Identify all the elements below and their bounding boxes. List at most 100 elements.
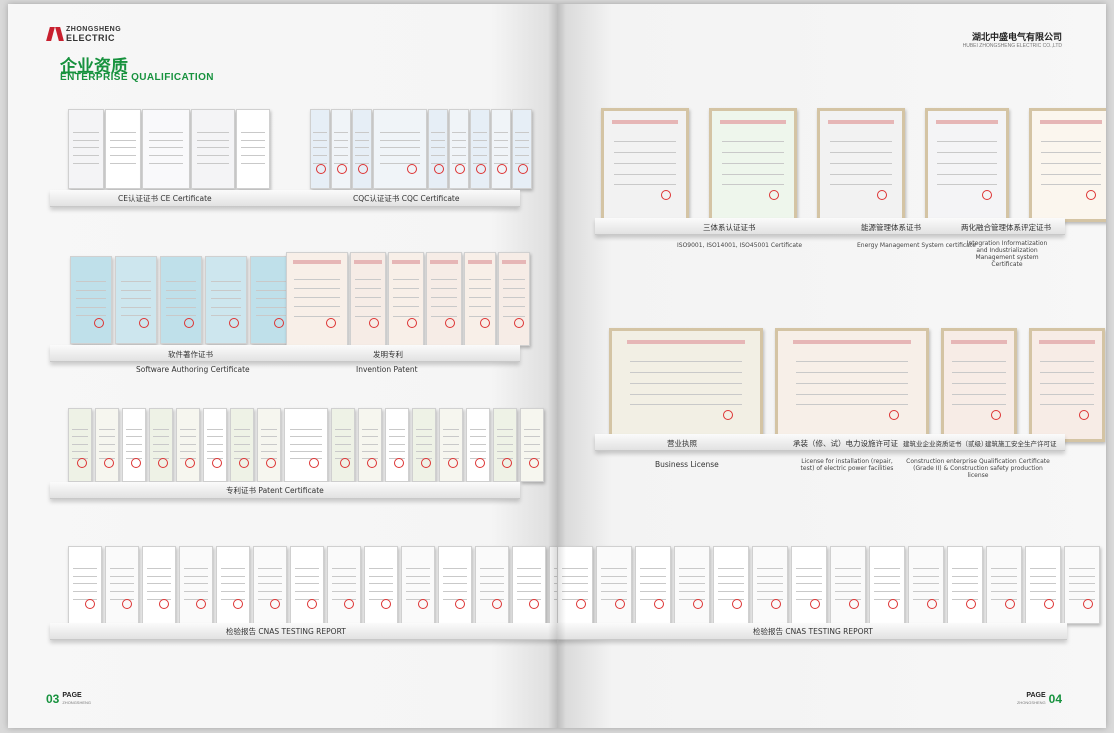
- shelf: [595, 218, 1065, 235]
- certificate-thumbnail: [250, 256, 292, 344]
- caption-software-cn: 软件著作证书: [168, 350, 213, 359]
- certificate-thumbnail: [230, 408, 254, 482]
- certificate-thumbnail: [493, 408, 517, 482]
- shelf: [50, 623, 557, 640]
- certificate-thumbnail: [817, 108, 905, 222]
- certificate-thumbnail: [284, 408, 328, 482]
- page-title-en: ENTERPRISE QUALIFICATION: [60, 72, 214, 83]
- caption-iso-cn: 三体系认证证书: [703, 223, 756, 232]
- certificate-thumbnail: [869, 546, 905, 624]
- certificate-thumbnail: [752, 546, 788, 624]
- certificate-thumbnail: [908, 546, 944, 624]
- certificate-thumbnail: [466, 408, 490, 482]
- certificate-thumbnail: [674, 546, 710, 624]
- certificate-thumbnail: [388, 252, 424, 346]
- certificate-thumbnail: [412, 408, 436, 482]
- certificate-thumbnail: [1025, 546, 1061, 624]
- certificate-thumbnail: [464, 252, 496, 346]
- certificate-thumbnail: [364, 546, 398, 624]
- certificate-thumbnail: [512, 109, 532, 189]
- caption-license-cn: 营业执照: [667, 439, 697, 448]
- caption-construction-cn: 建筑业企业资质证书（贰级）: [903, 440, 988, 448]
- certificate-thumbnail: [401, 546, 435, 624]
- certificate-thumbnail: [350, 252, 386, 346]
- certificate-thumbnail: [286, 252, 348, 346]
- page-number-right: PAGE ZHONGSHENG 04: [1016, 692, 1062, 706]
- caption-energy-cn: 能源管理体系证书: [861, 223, 921, 232]
- certificate-thumbnail: [122, 408, 146, 482]
- shelf: [557, 623, 1067, 640]
- certificate-thumbnail: [70, 256, 112, 344]
- caption-power-en: License for installation (repair, test) …: [800, 458, 894, 472]
- certificate-thumbnail: [439, 408, 463, 482]
- certificate-thumbnail: [203, 408, 227, 482]
- certificate-thumbnail: [475, 546, 509, 624]
- certificate-thumbnail: [635, 546, 671, 624]
- certificate-thumbnail: [352, 109, 372, 189]
- certificate-thumbnail: [253, 546, 287, 624]
- certificate-thumbnail: [449, 109, 469, 189]
- company-logo: ZHONGSHENG ELECTRIC: [48, 26, 122, 43]
- certificate-thumbnail: [609, 328, 763, 442]
- shelf: [50, 345, 520, 362]
- certificate-thumbnail: [470, 109, 490, 189]
- caption-iso-en: ISO9001, ISO14001, ISO45001 Certificate: [677, 242, 803, 249]
- caption-construction-en: Construction enterprise Qualification Ce…: [906, 458, 1050, 479]
- certificate-thumbnail: [498, 252, 530, 346]
- certificate-thumbnail: [191, 109, 235, 189]
- certificate-thumbnail: [205, 256, 247, 344]
- page-title-cn: 企业资质: [60, 57, 128, 77]
- certificate-thumbnail: [257, 408, 281, 482]
- certificate-thumbnail: [601, 108, 689, 222]
- certificate-thumbnail: [925, 108, 1009, 222]
- certificate-thumbnail: [115, 256, 157, 344]
- certificate-thumbnail: [68, 546, 102, 624]
- certificate-thumbnail: [149, 408, 173, 482]
- certificate-thumbnail: [331, 109, 351, 189]
- certificate-thumbnail: [216, 546, 250, 624]
- brochure-spread: ZHONGSHENG ELECTRIC 企业资质 ENTERPRISE QUALI…: [8, 4, 1106, 728]
- certificate-thumbnail: [142, 546, 176, 624]
- right-page: 湖北中盛电气有限公司 HUBEI ZHONGSHENG ELECTRIC CO.…: [557, 4, 1106, 728]
- certificate-thumbnail: [491, 109, 511, 189]
- certificate-thumbnail: [105, 109, 141, 189]
- certificate-thumbnail: [95, 408, 119, 482]
- certificate-thumbnail: [176, 408, 200, 482]
- certificate-thumbnail: [596, 546, 632, 624]
- caption-cnas-left: 检验报告 CNAS TESTING REPORT: [226, 627, 346, 636]
- certificate-thumbnail: [105, 546, 139, 624]
- certificate-thumbnail: [830, 546, 866, 624]
- certificate-thumbnail: [426, 252, 462, 346]
- certificate-thumbnail: [310, 109, 330, 189]
- caption-patent: 专利证书 Patent Certificate: [226, 486, 324, 495]
- certificate-thumbnail: [941, 328, 1017, 442]
- caption-invention-cn: 发明专利: [373, 350, 403, 359]
- certificate-thumbnail: [791, 546, 827, 624]
- certificate-thumbnail: [1064, 546, 1100, 624]
- logo-mark-icon: [48, 27, 62, 41]
- shelf: [50, 482, 520, 499]
- caption-power-cn: 承装（修、试）电力设施许可证: [793, 439, 898, 448]
- company-name: 湖北中盛电气有限公司 HUBEI ZHONGSHENG ELECTRIC CO.…: [962, 33, 1062, 49]
- certificate-thumbnail: [1029, 108, 1106, 222]
- caption-integration-cn: 两化融合管理体系评定证书: [961, 223, 1051, 232]
- caption-ce: CE认证证书 CE Certificate: [118, 194, 212, 203]
- brand-line1: ZHONGSHENG: [66, 26, 122, 33]
- certificate-thumbnail: [290, 546, 324, 624]
- shelf: [50, 190, 520, 207]
- certificate-thumbnail: [428, 109, 448, 189]
- certificate-thumbnail: [68, 109, 104, 189]
- certificate-thumbnail: [327, 546, 361, 624]
- certificate-thumbnail: [160, 256, 202, 344]
- shelf: [595, 434, 1065, 451]
- certificate-thumbnail: [775, 328, 929, 442]
- page-number-left: 03 PAGE ZHONGSHENG: [46, 692, 92, 706]
- certificate-thumbnail: [236, 109, 270, 189]
- certificate-thumbnail: [709, 108, 797, 222]
- caption-license-en: Business License: [655, 460, 719, 469]
- left-page: ZHONGSHENG ELECTRIC 企业资质 ENTERPRISE QUALI…: [8, 4, 557, 728]
- certificate-thumbnail: [947, 546, 983, 624]
- caption-software-en: Software Authoring Certificate: [136, 365, 250, 374]
- book-gutter: [548, 4, 566, 728]
- certificate-thumbnail: [179, 546, 213, 624]
